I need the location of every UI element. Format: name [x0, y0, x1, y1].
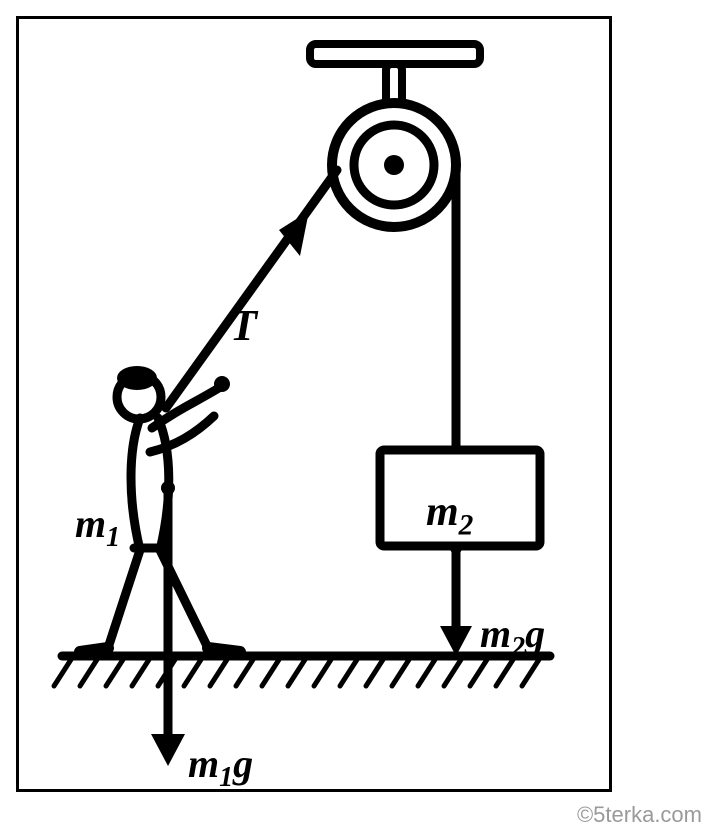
physics-diagram-svg — [0, 0, 708, 834]
m2-sub: 2 — [459, 509, 474, 541]
weight-m2g-label: m2g — [480, 610, 545, 664]
m2g-g: g — [525, 611, 545, 656]
weight-m1g-label: m1g — [188, 740, 253, 794]
load-mass-label: m2 — [426, 488, 473, 542]
m1g-g: g — [233, 741, 253, 786]
diagram-container: T m1 m2 m1g m2g ©5terka.com — [0, 0, 708, 834]
tension-label: T — [230, 300, 257, 351]
watermark: ©5terka.com — [577, 802, 702, 828]
m2g-sub: 2 — [511, 632, 525, 663]
m1g-sub: 1 — [219, 762, 233, 793]
m1g-m: m — [188, 741, 219, 786]
m2g-m: m — [480, 611, 511, 656]
m2-m: m — [426, 489, 459, 535]
person-mass-label: m1 — [75, 500, 120, 554]
m1-sub: 1 — [106, 522, 120, 553]
m1-m: m — [75, 501, 106, 546]
